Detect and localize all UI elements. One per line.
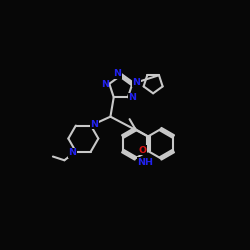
- Text: N: N: [68, 148, 76, 157]
- Text: N: N: [128, 93, 136, 102]
- Text: N: N: [90, 120, 98, 129]
- Text: NH: NH: [137, 158, 153, 166]
- Text: N: N: [132, 78, 140, 86]
- Text: O: O: [138, 146, 146, 154]
- Text: N: N: [101, 80, 109, 89]
- Text: N: N: [113, 69, 121, 78]
